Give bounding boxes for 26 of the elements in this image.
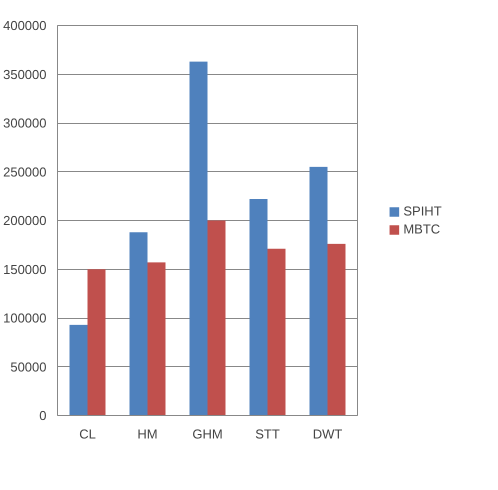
y-tick-label: 100000 [3, 310, 47, 326]
y-tick-label: 150000 [3, 262, 47, 277]
legend-label: SPIHT [403, 204, 442, 218]
y-tick-label: 400000 [3, 18, 47, 33]
bar [88, 269, 106, 416]
y-tick-label: 50000 [10, 359, 47, 374]
x-tick-label: DWT [312, 426, 342, 442]
bar [208, 220, 226, 416]
legend-label: MBTC [403, 222, 440, 236]
y-tick-label: 300000 [3, 116, 47, 130]
x-tick-label: HM [137, 426, 158, 442]
bar [148, 262, 166, 416]
bar [328, 244, 346, 416]
y-tick-label: 0 [39, 408, 47, 423]
y-tick-label: 250000 [3, 164, 47, 180]
y-tick-label: 200000 [3, 213, 47, 228]
bar [268, 248, 286, 416]
bar [310, 166, 328, 416]
bar [130, 232, 148, 416]
x-tick-label: CL [79, 426, 96, 442]
y-tick-label: 350000 [3, 66, 47, 82]
bar [70, 324, 88, 416]
x-tick-label: STT [255, 426, 280, 442]
bar [190, 62, 208, 416]
x-tick-label: GHM [192, 426, 223, 442]
bar [250, 199, 268, 416]
